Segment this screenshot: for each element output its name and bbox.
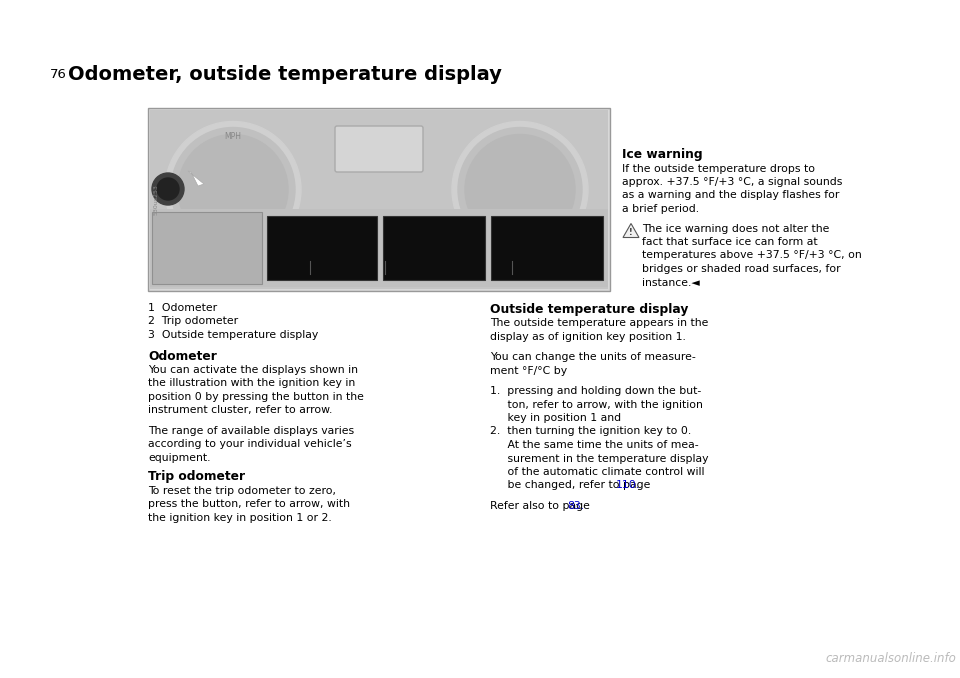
Text: key in position 1 and: key in position 1 and [490, 413, 621, 423]
Circle shape [171, 127, 295, 252]
Text: carmanualsonline.info: carmanualsonline.info [826, 652, 956, 665]
Text: press the button, refer to arrow, with: press the button, refer to arrow, with [148, 499, 350, 509]
Text: 034682: 034682 [288, 227, 356, 245]
Text: You can change the units of measure-: You can change the units of measure- [490, 353, 696, 362]
Circle shape [178, 134, 288, 245]
Text: as a warning and the display flashes for: as a warning and the display flashes for [622, 191, 839, 201]
Text: instrument cluster, refer to arrow.: instrument cluster, refer to arrow. [148, 405, 332, 416]
Text: according to your individual vehicle’s: according to your individual vehicle’s [148, 439, 351, 450]
FancyBboxPatch shape [491, 216, 603, 280]
Circle shape [452, 121, 588, 258]
Text: be changed, refer to page: be changed, refer to page [490, 481, 654, 490]
Text: 2.  then turning the ignition key to 0.: 2. then turning the ignition key to 0. [490, 426, 691, 437]
Text: 76: 76 [50, 68, 67, 81]
Text: OIL SERVICE: OIL SERVICE [160, 229, 199, 234]
Text: the ignition key in position 1 or 2.: the ignition key in position 1 or 2. [148, 513, 332, 523]
FancyBboxPatch shape [152, 212, 262, 284]
Text: 2: 2 [381, 247, 389, 257]
Text: of the automatic climate control will: of the automatic climate control will [490, 467, 705, 477]
Text: position 0 by pressing the button in the: position 0 by pressing the button in the [148, 392, 364, 402]
Text: 3: 3 [509, 247, 516, 257]
Text: 1: 1 [306, 247, 314, 257]
Text: +70.0°F: +70.0°F [513, 229, 581, 247]
Text: Refer also to page: Refer also to page [490, 501, 593, 511]
FancyBboxPatch shape [383, 216, 485, 280]
Text: temperatures above +37.5 °F/+3 °C, on: temperatures above +37.5 °F/+3 °C, on [642, 250, 862, 260]
Text: surement in the temperature display: surement in the temperature display [490, 454, 708, 464]
Text: fact that surface ice can form at: fact that surface ice can form at [642, 237, 818, 247]
FancyBboxPatch shape [148, 108, 610, 291]
FancyBboxPatch shape [150, 209, 608, 287]
Text: Odometer: Odometer [148, 349, 217, 363]
Text: ton, refer to arrow, with the ignition: ton, refer to arrow, with the ignition [490, 399, 703, 410]
Text: If the outside temperature drops to: If the outside temperature drops to [622, 163, 815, 174]
Text: 3  Outside temperature display: 3 Outside temperature display [148, 330, 319, 340]
Circle shape [157, 178, 179, 200]
FancyBboxPatch shape [267, 216, 377, 280]
Text: a brief period.: a brief period. [622, 204, 699, 214]
Text: ment °F/°C by: ment °F/°C by [490, 365, 567, 376]
FancyBboxPatch shape [335, 126, 423, 172]
Text: Odometer, outside temperature display: Odometer, outside temperature display [68, 65, 502, 84]
Text: display as of ignition key position 1.: display as of ignition key position 1. [490, 332, 685, 342]
Text: equipment.: equipment. [148, 453, 210, 463]
Text: 110.: 110. [615, 481, 640, 490]
Circle shape [465, 134, 575, 245]
Text: instance.◄: instance.◄ [642, 277, 700, 287]
Polygon shape [623, 224, 639, 237]
Text: The ice warning does not alter the: The ice warning does not alter the [642, 224, 829, 233]
Circle shape [165, 121, 301, 258]
Text: The outside temperature appears in the: The outside temperature appears in the [490, 319, 708, 329]
Text: 1  Odometer: 1 Odometer [148, 303, 217, 313]
Text: bridges or shaded road surfaces, for: bridges or shaded road surfaces, for [642, 264, 841, 274]
Text: Outside temperature display: Outside temperature display [490, 303, 688, 316]
Circle shape [152, 173, 184, 205]
Text: You can activate the displays shown in: You can activate the displays shown in [148, 365, 358, 375]
Text: The range of available displays varies: The range of available displays varies [148, 426, 354, 436]
Text: MPH: MPH [225, 132, 242, 141]
Text: ——— 071.7: ——— 071.7 [390, 229, 475, 243]
Text: Ice warning: Ice warning [622, 148, 703, 161]
Text: approx. +37.5 °F/+3 °C, a signal sounds: approx. +37.5 °F/+3 °C, a signal sounds [622, 177, 842, 187]
Text: 83.: 83. [567, 501, 585, 511]
Text: 1.  pressing and holding down the but-: 1. pressing and holding down the but- [490, 386, 701, 396]
Text: INSPECTION: INSPECTION [160, 243, 198, 248]
Circle shape [458, 127, 582, 252]
Text: At the same time the units of mea-: At the same time the units of mea- [490, 440, 699, 450]
Text: 2  Trip odometer: 2 Trip odometer [148, 317, 238, 327]
FancyBboxPatch shape [150, 110, 608, 289]
Text: To reset the trip odometer to zero,: To reset the trip odometer to zero, [148, 485, 336, 496]
Text: !: ! [629, 228, 633, 237]
Text: Trip odometer: Trip odometer [148, 471, 245, 483]
Text: the illustration with the ignition key in: the illustration with the ignition key i… [148, 378, 355, 388]
Text: 530us253: 530us253 [154, 184, 158, 215]
Polygon shape [188, 171, 204, 186]
